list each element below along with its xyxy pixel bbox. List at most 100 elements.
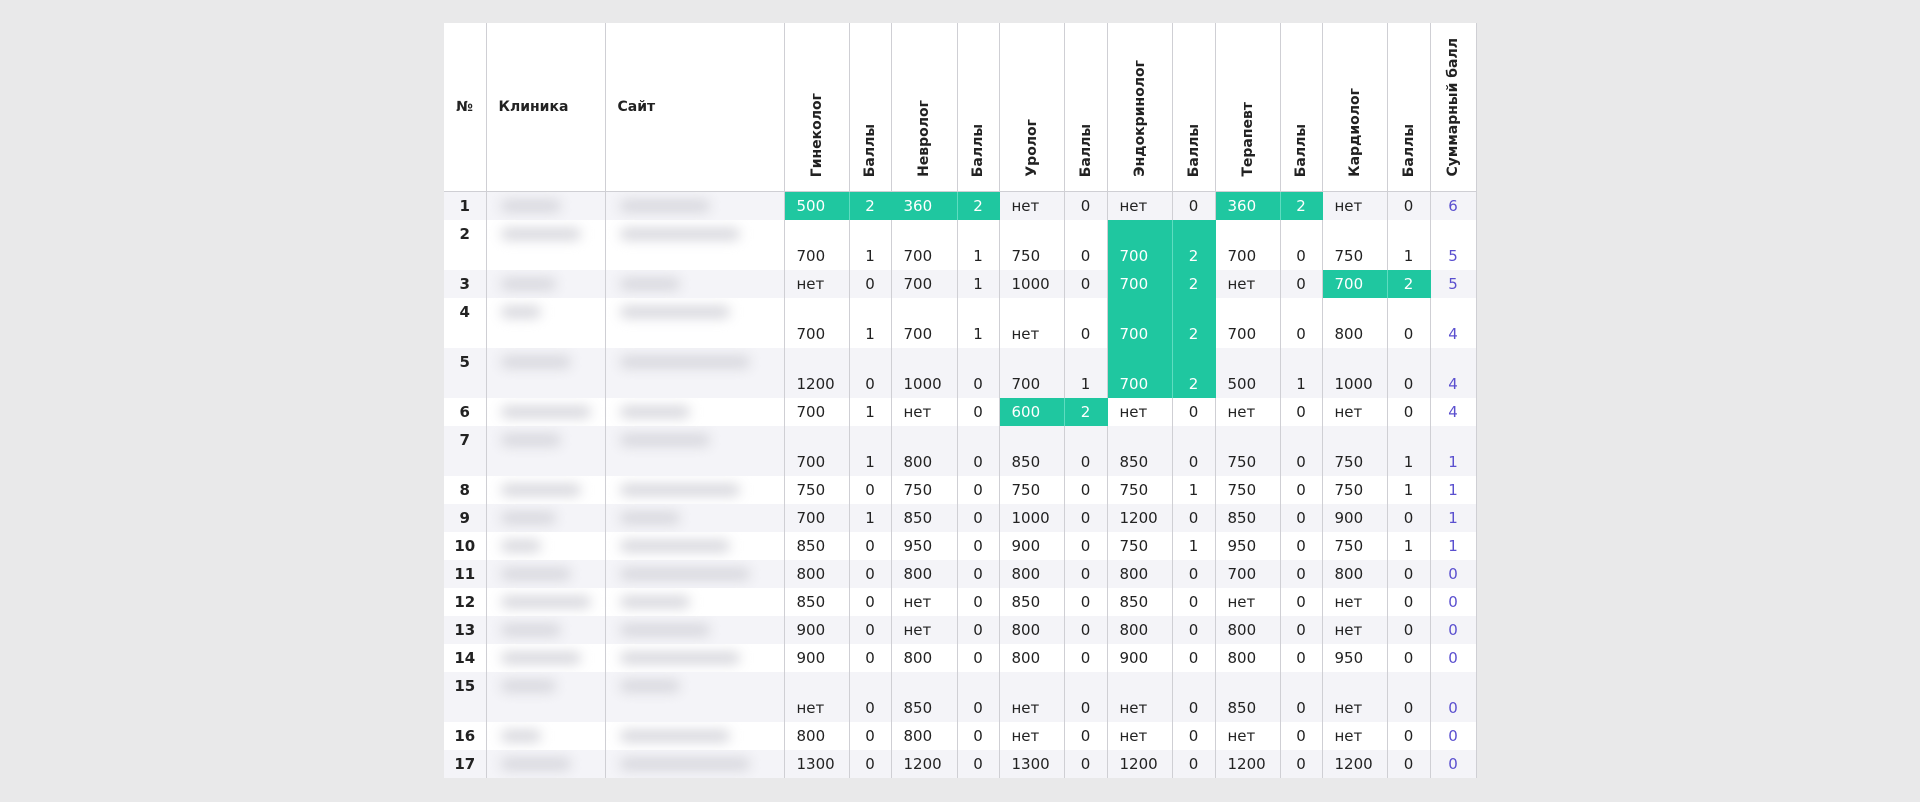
score-cell: 0: [957, 426, 1000, 476]
price-cell: 360: [891, 191, 958, 220]
price-cell: 800: [1215, 616, 1281, 644]
table-row: 13 900 0 нет 0 800 0 800 0 800 0 нет 0 0: [444, 616, 1477, 644]
table-row: 5 1200 0 1000 0 700 1 700 2 500 1 1000 0 4: [444, 348, 1477, 398]
total-cell: 4: [1430, 298, 1477, 348]
score-cell: 0: [1387, 191, 1431, 220]
clinic-cell: [486, 750, 606, 778]
price-cell: 900: [784, 644, 850, 672]
price-cell: нет: [1322, 616, 1388, 644]
site-cell: [605, 398, 785, 426]
price-cell: 750: [1322, 220, 1388, 270]
price-cell: 850: [1107, 588, 1173, 616]
table-row: 9 700 1 850 0 1000 0 1200 0 850 0 900 0 1: [444, 504, 1477, 532]
score-cell: 0: [1387, 298, 1431, 348]
blurred-text: [500, 758, 571, 770]
score-cell: 0: [1064, 504, 1108, 532]
score-cell: 0: [957, 588, 1000, 616]
blurred-text: [619, 306, 730, 318]
site-cell: [605, 298, 785, 348]
header-specialty: Невролог: [916, 100, 932, 177]
total-cell: 0: [1430, 616, 1477, 644]
total-cell: 1: [1430, 426, 1477, 476]
score-cell: 1: [849, 398, 892, 426]
table-row: 11 800 0 800 0 800 0 800 0 700 0 800 0 0: [444, 560, 1477, 588]
price-cell: 850: [784, 532, 850, 560]
header-total-cell: Суммарный балл: [1430, 23, 1477, 192]
table-row: 7 700 1 800 0 850 0 850 0 750 0 750 1 1: [444, 426, 1477, 476]
price-cell: 800: [784, 722, 850, 750]
score-cell: 0: [1387, 588, 1431, 616]
blurred-text: [619, 434, 710, 446]
blurred-text: [500, 278, 556, 290]
score-cell: 0: [849, 616, 892, 644]
clinic-cell: [486, 348, 606, 398]
price-cell: 900: [1107, 644, 1173, 672]
score-cell: 0: [1172, 426, 1216, 476]
score-cell: 0: [849, 588, 892, 616]
header-specialty-cell: Невролог: [891, 23, 958, 192]
blurred-text: [619, 200, 710, 212]
score-cell: 0: [849, 560, 892, 588]
score-cell: 1: [1172, 532, 1216, 560]
price-cell: 800: [784, 560, 850, 588]
price-cell: 1200: [1322, 750, 1388, 778]
price-cell: нет: [999, 722, 1065, 750]
score-cell: 0: [957, 616, 1000, 644]
header-site: Сайт: [605, 23, 785, 192]
total-cell: 6: [1430, 191, 1477, 220]
row-number: 8: [444, 476, 487, 504]
price-cell: 750: [1107, 476, 1173, 504]
price-cell: нет: [999, 298, 1065, 348]
score-cell: 0: [957, 560, 1000, 588]
score-cell: 0: [1280, 398, 1323, 426]
row-number: 1: [444, 191, 487, 220]
score-cell: 0: [1172, 722, 1216, 750]
price-cell: 700: [1215, 560, 1281, 588]
score-cell: 0: [1064, 220, 1108, 270]
blurred-text: [619, 680, 680, 692]
score-cell: 1: [1172, 476, 1216, 504]
price-cell: 700: [1107, 220, 1173, 270]
score-cell: 2: [849, 191, 892, 220]
table-row: 4 700 1 700 1 нет 0 700 2 700 0 800 0 4: [444, 298, 1477, 348]
score-cell: 0: [1064, 426, 1108, 476]
table-container: № Клиника Сайт Гинеколог Баллы Невролог Баллы У…: [444, 23, 1477, 778]
price-cell: нет: [891, 616, 958, 644]
score-cell: 0: [957, 644, 1000, 672]
site-cell: [605, 644, 785, 672]
score-cell: 0: [1280, 220, 1323, 270]
price-cell: 1200: [891, 750, 958, 778]
price-table: № Клиника Сайт Гинеколог Баллы Невролог Баллы У…: [444, 23, 1477, 778]
price-cell: нет: [891, 588, 958, 616]
price-cell: нет: [1322, 588, 1388, 616]
price-cell: 750: [1107, 532, 1173, 560]
score-cell: 1: [849, 426, 892, 476]
header-total: Суммарный балл: [1445, 38, 1461, 177]
total-cell: 5: [1430, 220, 1477, 270]
price-cell: 1200: [1215, 750, 1281, 778]
score-cell: 0: [957, 504, 1000, 532]
row-number: 13: [444, 616, 487, 644]
blurred-text: [619, 228, 740, 240]
blurred-text: [500, 306, 541, 318]
price-cell: нет: [1215, 270, 1281, 298]
score-cell: 0: [1172, 644, 1216, 672]
total-cell: 1: [1430, 476, 1477, 504]
header-score-cell: Баллы: [1280, 23, 1323, 192]
table-row: 17 1300 0 1200 0 1300 0 1200 0 1200 0 1200 0 0: [444, 750, 1477, 778]
blurred-text: [619, 484, 740, 496]
price-cell: нет: [1107, 191, 1173, 220]
price-cell: 700: [1107, 298, 1173, 348]
blurred-text: [500, 568, 571, 580]
price-cell: 800: [891, 644, 958, 672]
score-cell: 0: [1064, 672, 1108, 722]
price-cell: 800: [1107, 616, 1173, 644]
site-cell: [605, 220, 785, 270]
score-cell: 2: [1172, 270, 1216, 298]
price-cell: 850: [891, 504, 958, 532]
table-body: 1 500 2 360 2 нет 0 нет 0 360 2 нет 0 6 2 700 1 700 1 750 0 7…: [444, 191, 1477, 778]
price-cell: 700: [784, 426, 850, 476]
price-cell: 700: [784, 220, 850, 270]
row-number: 14: [444, 644, 487, 672]
